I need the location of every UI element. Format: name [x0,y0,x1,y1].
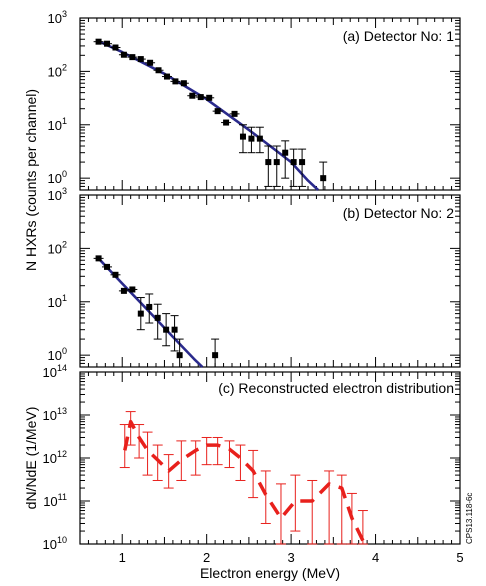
panel-c-errorbars [119,411,368,545]
data-point [206,94,213,101]
x-tick-label: 2 [203,550,210,565]
y-tick-label: 1011 [43,492,67,509]
data-point [180,80,187,87]
data-point [256,135,263,142]
panel-a-frame [79,17,461,191]
panel-c-title: (c) Reconstructed electron distribution [218,380,454,396]
data-point [163,73,170,80]
panel-a-points [93,38,328,191]
y-tick-label: 103 [48,186,67,203]
reconstruction-line [123,419,365,542]
data-point [290,159,297,166]
shared-y-axis-label: N HXRs (counts per channel) [23,89,39,271]
panel-a-title: (a) Detector No: 1 [343,28,454,44]
y-tick-label: 101 [48,293,67,310]
panel-b-fit [95,255,204,368]
data-point [147,59,154,66]
data-point [299,159,306,166]
data-point [112,271,119,278]
data-point [223,119,230,126]
data-point [273,159,280,166]
x-tick-label: 3 [287,550,294,565]
x-axis-ticks: 1 2 3 4 5 [119,550,464,565]
y-tick-label: 1013 [43,406,67,423]
data-point [231,110,238,117]
data-point [172,78,179,85]
y-tick-label: 1012 [43,449,67,466]
data-point [163,326,170,333]
fit-curve [95,255,204,368]
data-point [320,175,327,182]
data-point [137,310,144,317]
panel-a: (a) Detector No: 1 100 101 102 103 [48,9,461,191]
panel-b-points [93,255,220,368]
x-axis-label: Electron energy (MeV) [200,565,340,581]
y-tick-label: 103 [48,9,67,26]
y-tick-label: 100 [48,346,67,363]
panel-b-ticks: 100 101 102 103 [48,186,461,368]
panel-b-frame [79,194,461,368]
x-tick-label: 5 [456,550,463,565]
data-point [248,135,255,142]
data-point [155,67,162,74]
data-point [129,54,136,61]
data-point [197,94,204,101]
y-tick-label: 1010 [43,535,67,552]
data-point [95,255,102,262]
y-tick-label: 100 [48,169,67,186]
data-point [239,133,246,140]
y-tick-label: 102 [48,62,67,79]
x-tick-label: 4 [372,550,379,565]
data-point [176,352,183,359]
y-tick-label: 101 [48,116,67,133]
data-point [214,108,221,115]
figure-code: CPS13.118-6c [465,493,474,544]
data-point [212,352,219,359]
data-point [120,51,127,58]
data-point [265,159,272,166]
panel-c: (c) Reconstructed electron distribution … [43,363,464,565]
panel-c-line [123,419,365,542]
panel-b-title: (b) Detector No: 2 [343,205,454,221]
data-point [104,40,111,47]
data-point [112,44,119,51]
panel-c-ticks: 1010 1011 1012 1013 1014 [43,363,461,552]
y-tick-label: 102 [48,239,67,256]
data-point [129,286,136,293]
data-point [137,56,144,63]
data-point [171,326,178,333]
data-point [282,149,289,156]
data-point [95,38,102,45]
panel-b: (b) Detector No: 2 100 101 102 103 [48,186,461,368]
data-point [189,92,196,99]
data-point [146,303,153,310]
panel-c-y-axis-label: dN/NdE (1/MeV) [23,407,39,510]
data-point [104,263,111,270]
panel-a-ticks: 100 101 102 103 [48,9,461,191]
x-tick-label: 1 [119,550,126,565]
data-point [154,314,161,321]
y-tick-label: 1014 [43,363,67,380]
data-point [120,287,127,294]
